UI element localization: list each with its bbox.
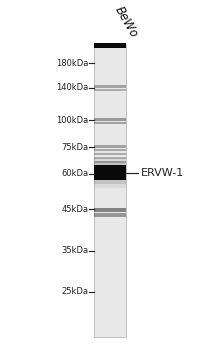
Text: 140kDa: 140kDa xyxy=(56,83,88,92)
Text: 60kDa: 60kDa xyxy=(61,169,88,178)
Bar xyxy=(94,161,126,184)
Bar xyxy=(94,118,126,121)
Bar xyxy=(94,157,126,159)
Text: BeWo: BeWo xyxy=(112,5,140,41)
Bar xyxy=(94,89,126,91)
Bar xyxy=(94,85,126,88)
Text: 75kDa: 75kDa xyxy=(61,143,88,152)
Bar xyxy=(94,158,126,188)
Bar xyxy=(94,145,126,148)
Bar xyxy=(94,165,126,180)
Bar xyxy=(94,161,126,163)
Text: 180kDa: 180kDa xyxy=(56,59,88,68)
Text: 45kDa: 45kDa xyxy=(61,205,88,214)
Bar xyxy=(94,153,126,155)
Bar xyxy=(94,166,126,168)
Bar xyxy=(94,43,126,48)
Bar xyxy=(94,44,126,337)
Bar xyxy=(94,213,126,217)
Bar xyxy=(94,208,126,212)
Bar xyxy=(94,149,126,151)
Text: 35kDa: 35kDa xyxy=(61,246,88,255)
Text: 100kDa: 100kDa xyxy=(56,116,88,125)
Text: ERVW-1: ERVW-1 xyxy=(141,168,184,177)
Text: 25kDa: 25kDa xyxy=(61,287,88,296)
Bar xyxy=(94,121,126,124)
